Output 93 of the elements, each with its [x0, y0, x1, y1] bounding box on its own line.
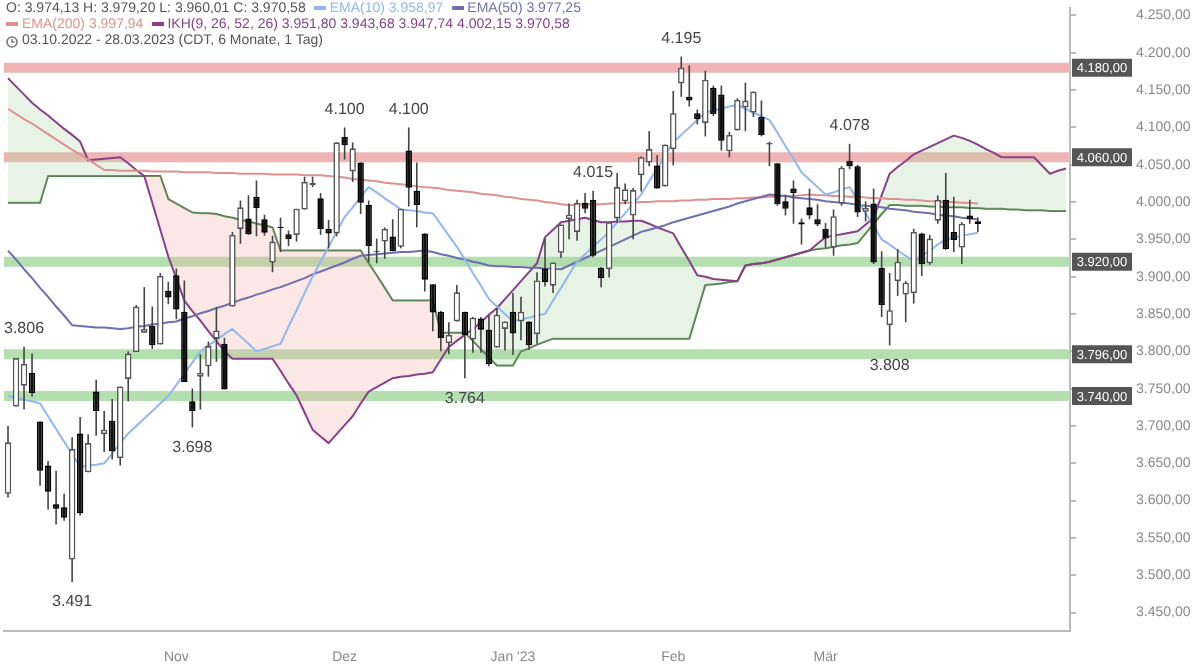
candlestick — [165, 281, 172, 306]
candlestick — [357, 161, 364, 215]
candlestick — [926, 234, 933, 266]
candlestick — [28, 352, 36, 398]
candlestick — [365, 199, 372, 264]
candlestick — [702, 69, 709, 138]
candlestick — [750, 90, 757, 118]
candlestick — [421, 232, 428, 293]
candlestick — [381, 226, 388, 260]
candlestick — [742, 81, 749, 132]
candlestick — [942, 172, 949, 251]
candlestick — [245, 194, 252, 236]
candlestick — [950, 196, 957, 253]
candlestick — [269, 234, 276, 274]
annotation: 4.100 — [388, 99, 430, 118]
candlestick — [253, 179, 260, 238]
candlestick — [485, 314, 493, 368]
candlestick — [878, 250, 885, 318]
candlestick — [718, 84, 725, 152]
candlestick — [213, 306, 220, 363]
candlestick — [966, 199, 974, 225]
candlestick — [461, 310, 469, 379]
candlestick — [525, 320, 533, 351]
candlestick — [830, 208, 837, 257]
candlestick — [549, 261, 557, 294]
candlestick — [477, 316, 485, 354]
candlestick — [173, 267, 180, 321]
candlestick — [237, 199, 244, 245]
candlestick — [541, 237, 549, 288]
annotation: 3.698 — [172, 437, 214, 456]
candlestick — [469, 316, 477, 354]
candlestick — [301, 175, 308, 211]
candlestick — [261, 213, 268, 237]
candlestick — [389, 218, 396, 253]
candlestick — [453, 284, 461, 323]
candlestick — [109, 398, 116, 461]
candlestick — [52, 469, 60, 526]
annotation: 3.764 — [444, 388, 486, 407]
candlestick — [886, 272, 893, 347]
candlestick — [646, 130, 653, 168]
candlestick — [565, 202, 573, 241]
candlestick — [918, 231, 925, 277]
candlestick — [557, 223, 565, 259]
candlestick — [734, 97, 741, 132]
candlestick — [84, 433, 92, 474]
candlestick — [397, 207, 404, 250]
candlestick — [686, 64, 693, 108]
candlestick — [838, 165, 845, 207]
candlestick — [429, 283, 437, 332]
candlestick — [60, 493, 68, 522]
candlestick — [317, 192, 324, 236]
candlestick — [613, 172, 621, 224]
candlestick — [149, 305, 156, 350]
candlestick — [726, 131, 733, 159]
candlestick — [573, 199, 581, 242]
annotation: 4.100 — [324, 99, 366, 118]
candlestick — [405, 126, 412, 208]
candlestick — [92, 378, 100, 437]
annotation: 4.195 — [661, 28, 703, 47]
annotation: 3.491 — [52, 592, 94, 611]
annotation: 4.078 — [829, 116, 871, 135]
candlestick — [133, 304, 140, 353]
candlestick — [437, 310, 445, 353]
candlestick — [205, 340, 212, 378]
candlestick — [445, 321, 453, 356]
candlestick — [293, 207, 300, 243]
candlestick — [125, 350, 132, 403]
candlestick — [100, 410, 108, 453]
annotation: 3.808 — [869, 355, 911, 374]
candlestick — [605, 221, 613, 279]
candlestick — [958, 221, 965, 265]
candlestick — [894, 248, 901, 297]
candlestick — [629, 187, 637, 241]
candlestick — [854, 163, 861, 218]
candlestick — [501, 320, 509, 352]
candlestick — [493, 307, 501, 349]
candlestick — [509, 292, 517, 356]
annotation: 4.015 — [573, 163, 615, 182]
candlestick — [654, 154, 661, 190]
candlestick — [413, 161, 420, 229]
candlestick — [934, 194, 941, 225]
candlestick — [774, 162, 781, 207]
candlestick — [678, 55, 685, 98]
candlestick — [637, 155, 645, 193]
candlestick — [36, 420, 44, 487]
candlestick — [20, 346, 28, 411]
candlestick — [806, 187, 813, 221]
candlestick — [341, 126, 348, 161]
candlestick — [597, 266, 605, 288]
annotation: 3.806 — [4, 319, 46, 338]
candlestick — [221, 337, 228, 391]
candlestick — [517, 296, 525, 341]
candlestick — [349, 141, 356, 183]
